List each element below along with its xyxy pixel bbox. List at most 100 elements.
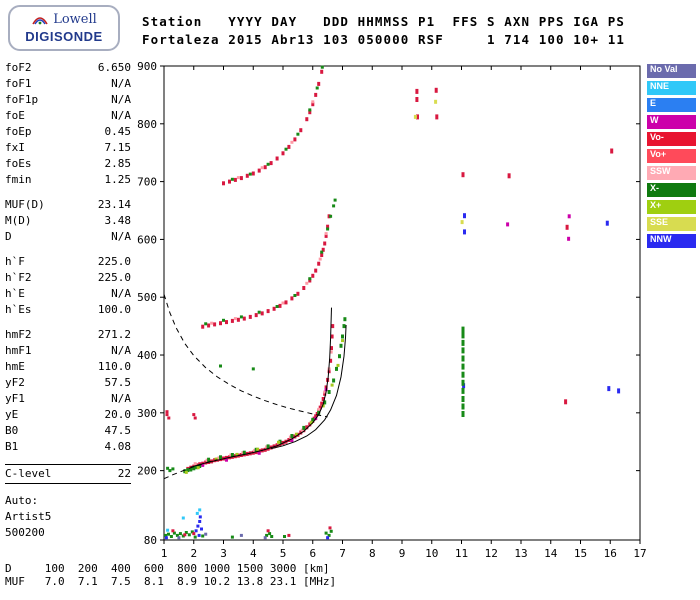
table-cell: 8.1 xyxy=(144,575,164,588)
param-value: 225.0 xyxy=(97,271,131,284)
param-row: fxI 7.15 xyxy=(5,140,131,156)
table-cell: 23.1 xyxy=(269,575,297,588)
param-group: hmF2 271.2 hmF1 N/A hmE 110.0 yF2 57.5 yF1 N/A yE 2… xyxy=(5,327,131,455)
series-oblique-echo-red xyxy=(415,87,614,405)
param-value: 1.25 xyxy=(104,173,132,186)
table-unit: [km] xyxy=(302,562,330,575)
param-value: N/A xyxy=(111,344,131,357)
param-label: h`E xyxy=(5,287,25,300)
legend-item-vo+: Vo+ xyxy=(647,149,696,163)
param-label: h`F xyxy=(5,255,25,268)
table-cell: 7.1 xyxy=(77,575,98,588)
param-label: yF1 xyxy=(5,392,25,405)
series-left-edge-green xyxy=(166,466,175,473)
y-tick-label: 80 xyxy=(144,534,157,547)
series-f3-hop-o-mode-pink xyxy=(236,100,315,180)
param-group: MUF(D) 23.14 M(D) 3.48 D N/A xyxy=(5,197,131,245)
param-label: Artist5 xyxy=(5,510,52,523)
x-tick-label: 15 xyxy=(574,547,587,560)
param-label: foEs xyxy=(5,157,32,170)
param-row: foE N/A xyxy=(5,108,131,124)
param-row: fmin 1.25 xyxy=(5,172,131,188)
y-tick-label: 300 xyxy=(137,407,157,420)
y-tick-label: 800 xyxy=(137,118,157,131)
x-tick-label: 4 xyxy=(250,547,257,560)
param-value: N/A xyxy=(111,109,131,122)
legend-item-nne: NNE xyxy=(647,81,696,95)
legend-item-x-: X- xyxy=(647,183,696,197)
param-row: yF1 N/A xyxy=(5,391,131,407)
param-group: foF2 6.650 foF1 N/A foF1p N/A foE N/A foEp 0.45 fx… xyxy=(5,60,131,188)
series-f1-trace-o-mode-pink xyxy=(193,350,333,466)
logo-digisonde-text: DIGISONDE xyxy=(25,29,103,44)
param-row: h`E N/A xyxy=(5,286,131,302)
param-value: 6.650 xyxy=(97,61,131,74)
series-es-band-blue xyxy=(164,515,330,540)
series-oblique-echo-blue xyxy=(462,213,621,394)
param-label: hmF1 xyxy=(5,344,32,357)
series-f2-hop-x-mode-green xyxy=(204,198,337,326)
header-field-values-row: Fortaleza 2015 Abr13 103 050000 RSF 1 71… xyxy=(142,32,626,47)
param-label: foEp xyxy=(5,125,32,138)
param-label: B1 xyxy=(5,440,19,453)
series-f1-trace-x-mode-lime xyxy=(184,339,344,474)
series-f2-hop-o-mode-red xyxy=(201,214,331,329)
param-value: 7.15 xyxy=(104,141,132,154)
param-value: 20.0 xyxy=(104,408,132,421)
param-label: B0 xyxy=(5,424,19,437)
x-tick-label: 7 xyxy=(339,547,346,560)
series-oblique-echo-yellow xyxy=(413,99,464,225)
param-value: 2.85 xyxy=(104,157,132,170)
param-label: D xyxy=(5,230,12,243)
table-cell: 8.9 xyxy=(177,575,198,588)
table-cell: 7.0 xyxy=(44,575,65,588)
curve-muf-transmission-curve xyxy=(163,294,328,418)
table-row-label: MUF xyxy=(5,575,25,588)
muf-distance-table: D 100 200 400 600 800 1000 1500 3000 [km] MUF 7.0 7.… xyxy=(5,562,336,588)
curve-artist-x-trace-fit xyxy=(270,324,347,450)
param-row: foF1p N/A xyxy=(5,92,131,108)
series-f1-trace-o-mode-red xyxy=(186,324,335,471)
ionogram-plot: 1 2 3 4 5 6 7 8 9 10 11 12 13 14 15 16 17900800700600500… xyxy=(137,60,646,560)
param-row: hmF1 N/A xyxy=(5,343,131,359)
series-left-edge-red xyxy=(165,410,197,420)
muf-row: MUF 7.0 7.1 7.5 8.1 8.9 10.2 13.8 23.1 [MHz] xyxy=(5,575,336,588)
confidence-level: C-level 22 xyxy=(5,464,131,484)
param-value: N/A xyxy=(111,287,131,300)
table-cell: 200 xyxy=(77,562,98,575)
series-f3-hop-o-mode-red xyxy=(222,69,324,186)
x-tick-label: 1 xyxy=(161,547,168,560)
legend-item-sse: SSE xyxy=(647,217,696,231)
x-tick-label: 16 xyxy=(604,547,617,560)
param-row: B1 4.08 xyxy=(5,439,131,455)
param-value: 3.48 xyxy=(104,214,132,227)
distance-row: D 100 200 400 600 800 1000 1500 3000 [km] xyxy=(5,562,336,575)
y-tick-label: 200 xyxy=(137,465,157,478)
x-tick-label: 5 xyxy=(280,547,287,560)
param-value: 110.0 xyxy=(97,360,131,373)
status-bar: FZAOM_2015103050000.RSF / 320fx256h 50 k… xyxy=(5,588,555,600)
param-value: 225.0 xyxy=(97,255,131,268)
y-tick-label: 700 xyxy=(137,176,157,189)
x-tick-label: 2 xyxy=(190,547,197,560)
x-tick-label: 12 xyxy=(485,547,498,560)
y-tick-label: 500 xyxy=(137,291,157,304)
param-value: 4.08 xyxy=(104,440,132,453)
param-row: MUF(D) 23.14 xyxy=(5,197,131,213)
table-row-label: D xyxy=(5,562,12,575)
lowell-digisonde-logo: Lowell DIGISONDE xyxy=(8,5,120,51)
series-es-band-cyan xyxy=(166,508,202,532)
param-row: foF1 N/A xyxy=(5,76,131,92)
param-value: 271.2 xyxy=(97,328,131,341)
param-row: yE 20.0 xyxy=(5,407,131,423)
table-cell: 1500 xyxy=(236,562,264,575)
table-cell: 400 xyxy=(110,562,131,575)
param-label: C-level xyxy=(5,467,52,480)
param-row: hmF2 271.2 xyxy=(5,327,131,343)
series-es-band-green xyxy=(164,529,333,539)
param-value: 23.14 xyxy=(97,198,131,211)
param-row: foEs 2.85 xyxy=(5,156,131,172)
legend-item-x+: X+ xyxy=(647,200,696,214)
series-f3-hop-x-mode-green xyxy=(230,65,324,181)
